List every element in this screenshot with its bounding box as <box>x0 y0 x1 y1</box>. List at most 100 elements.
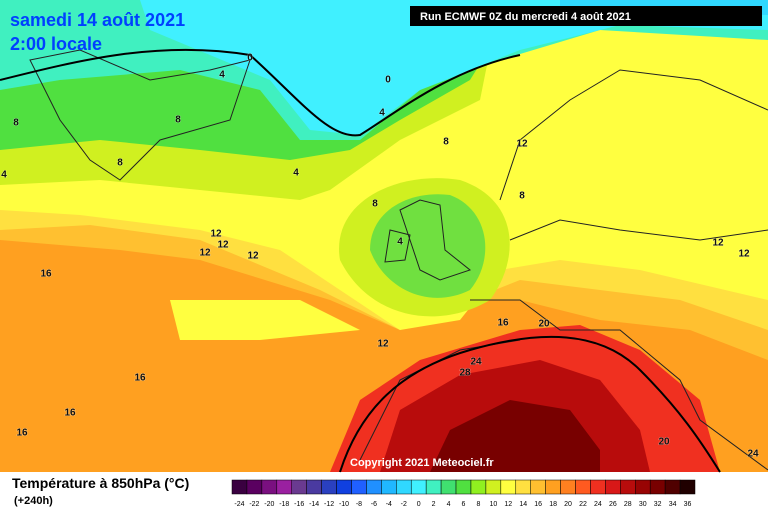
scale-swatch <box>605 479 621 495</box>
map-time: 2:00 locale <box>10 34 102 54</box>
scale-swatch <box>261 479 278 495</box>
scale-swatch <box>425 479 442 495</box>
field-0 <box>140 0 768 135</box>
scale-swatch <box>231 479 248 495</box>
scale-tick-label: -22 <box>249 501 259 508</box>
scale-swatch <box>470 479 487 495</box>
scale-tick-label: -12 <box>324 501 334 508</box>
scale-swatch <box>560 479 576 495</box>
contour-label: 16 <box>40 269 52 280</box>
contour-label: 4 <box>293 168 299 179</box>
contour-label: 28 <box>459 368 471 379</box>
scale-swatch <box>381 479 397 495</box>
scale-tick-label: 6 <box>462 501 466 508</box>
scale-swatch <box>515 479 531 495</box>
field-32 <box>430 400 600 472</box>
scale-swatch <box>366 479 382 495</box>
contour-label: 20 <box>658 437 670 448</box>
contour-label: 24 <box>470 357 482 368</box>
scale-tick-label: -18 <box>279 501 289 508</box>
contour-label: 12 <box>712 238 724 249</box>
scale-swatch <box>306 479 322 495</box>
scale-tick-label: 22 <box>579 501 587 508</box>
scale-swatch <box>321 479 337 495</box>
run-text: Run ECMWF 0Z du mercredi 4 août 2021 <box>420 11 631 23</box>
contour-label: 4 <box>379 108 385 119</box>
map-date: samedi 14 août 2021 <box>10 10 185 30</box>
scale-swatch <box>545 479 561 495</box>
field-6 <box>370 194 486 298</box>
british-isles <box>384 199 472 281</box>
isotherm-0 <box>0 48 521 137</box>
contour-label: 8 <box>519 191 525 202</box>
contour-label: 8 <box>372 199 378 210</box>
scale-tick-label: 24 <box>594 501 602 508</box>
contour-label: 16 <box>16 428 28 439</box>
scale-tick-label: 4 <box>447 501 451 508</box>
scale-swatch <box>351 479 367 495</box>
scale-tick-label: 2 <box>432 501 436 508</box>
greenland <box>29 49 251 181</box>
field-12b <box>170 300 360 340</box>
scale-swatch <box>440 479 457 495</box>
contour-label: 24 <box>747 449 759 460</box>
contour-label: 8 <box>175 115 181 126</box>
scale-swatch <box>530 479 546 495</box>
scale-swatch <box>649 479 666 495</box>
contour-label: 20 <box>538 319 550 330</box>
contour-label: 4 <box>397 237 403 248</box>
scale-swatch <box>679 479 696 495</box>
scale-swatch <box>485 479 502 495</box>
contour-label: 8 <box>13 118 19 129</box>
scale-swatch <box>276 479 292 495</box>
scale-tick-label: 18 <box>549 501 557 508</box>
scale-tick-label: 28 <box>624 501 632 508</box>
contour-label: 12 <box>199 248 211 259</box>
contour-label: 16 <box>497 318 509 329</box>
scale-swatch <box>291 479 307 495</box>
scale-swatch <box>246 479 263 495</box>
scale-swatch <box>410 479 427 495</box>
scale-tick-label: 14 <box>519 501 527 508</box>
contour-label: 12 <box>377 339 389 350</box>
scale-swatch <box>336 479 352 495</box>
contour-label: 8 <box>117 158 123 169</box>
scale-swatch <box>575 479 591 495</box>
color-scale: -24 -22 -20 -18 -16 -14 -12 -10 -8 -6 -4 -2 0 2 4 6 8 10 1… <box>231 479 696 508</box>
contour-label: 0 <box>385 75 391 86</box>
scale-swatch <box>396 479 412 495</box>
scale-tick-label: -10 <box>339 501 349 508</box>
scale-swatch <box>620 479 636 495</box>
scale-tick-label: -24 <box>234 501 244 508</box>
scale-swatch <box>635 479 651 495</box>
contour-label: 12 <box>516 139 528 150</box>
scale-tick-label: 20 <box>564 501 572 508</box>
scale-tick-label: -6 <box>371 501 377 508</box>
contour-label: 16 <box>134 373 146 384</box>
contour-label: 12 <box>738 249 750 260</box>
scale-tick-label: 34 <box>669 501 677 508</box>
scale-tick-label: -8 <box>356 501 362 508</box>
scale-swatch <box>664 479 681 495</box>
contour-label: 12 <box>247 251 259 262</box>
contour-label: 16 <box>64 408 76 419</box>
run-box <box>410 6 762 26</box>
coastlines <box>359 69 768 471</box>
scale-tick-label: 10 <box>489 501 497 508</box>
scale-tick-label: -20 <box>264 501 274 508</box>
scale-tick-label: 36 <box>684 501 692 508</box>
contour-label: 12 <box>217 240 229 251</box>
isotherm-24 <box>339 335 721 473</box>
legend-title: Température à 850hPa (°C) <box>12 475 189 491</box>
scale-tick-label: 26 <box>609 501 617 508</box>
copyright: Copyright 2021 Meteociel.fr <box>350 457 494 469</box>
contour-label: 4 <box>219 70 225 81</box>
scale-tick-label: 30 <box>639 501 647 508</box>
scale-tick-label: 8 <box>476 501 480 508</box>
scale-tick-label: 0 <box>417 501 421 508</box>
scale-tick-label: -14 <box>309 501 319 508</box>
scale-tick-label: 16 <box>534 501 542 508</box>
